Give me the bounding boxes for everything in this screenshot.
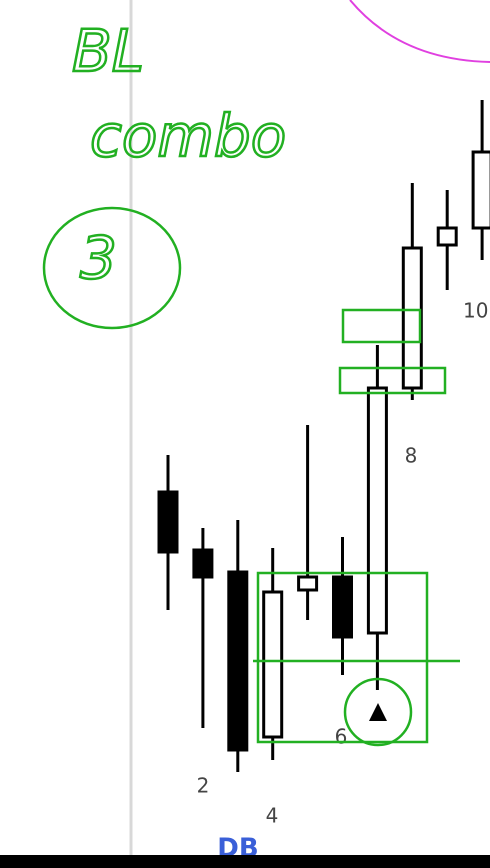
candle-body (436, 226, 458, 247)
candle-body (297, 575, 319, 592)
bar-label: 6 (335, 725, 348, 749)
box (338, 366, 447, 395)
candle-body (262, 590, 284, 739)
candle-body (227, 570, 249, 752)
handwriting: BL (72, 17, 144, 85)
box (256, 571, 429, 744)
bar-label: 8 (405, 444, 418, 468)
candle-body (471, 150, 490, 230)
candle-body (332, 575, 353, 639)
bar-label: 4 (266, 804, 279, 828)
bar-label: 10 (463, 299, 488, 323)
candle-body (192, 548, 214, 579)
magenta-arc (349, 0, 490, 63)
candles (157, 100, 490, 772)
candle-body (366, 386, 388, 635)
bar-label: 2 (197, 774, 210, 798)
circle (343, 677, 413, 747)
candle-body (157, 490, 179, 554)
box (341, 308, 422, 344)
signal-marker (369, 703, 387, 721)
circle (42, 206, 182, 330)
bottom-bar (0, 855, 490, 868)
handwriting: combo (90, 102, 286, 170)
handwriting: 3 (80, 224, 117, 292)
candle-body (401, 246, 423, 390)
green-drawings (42, 206, 460, 747)
